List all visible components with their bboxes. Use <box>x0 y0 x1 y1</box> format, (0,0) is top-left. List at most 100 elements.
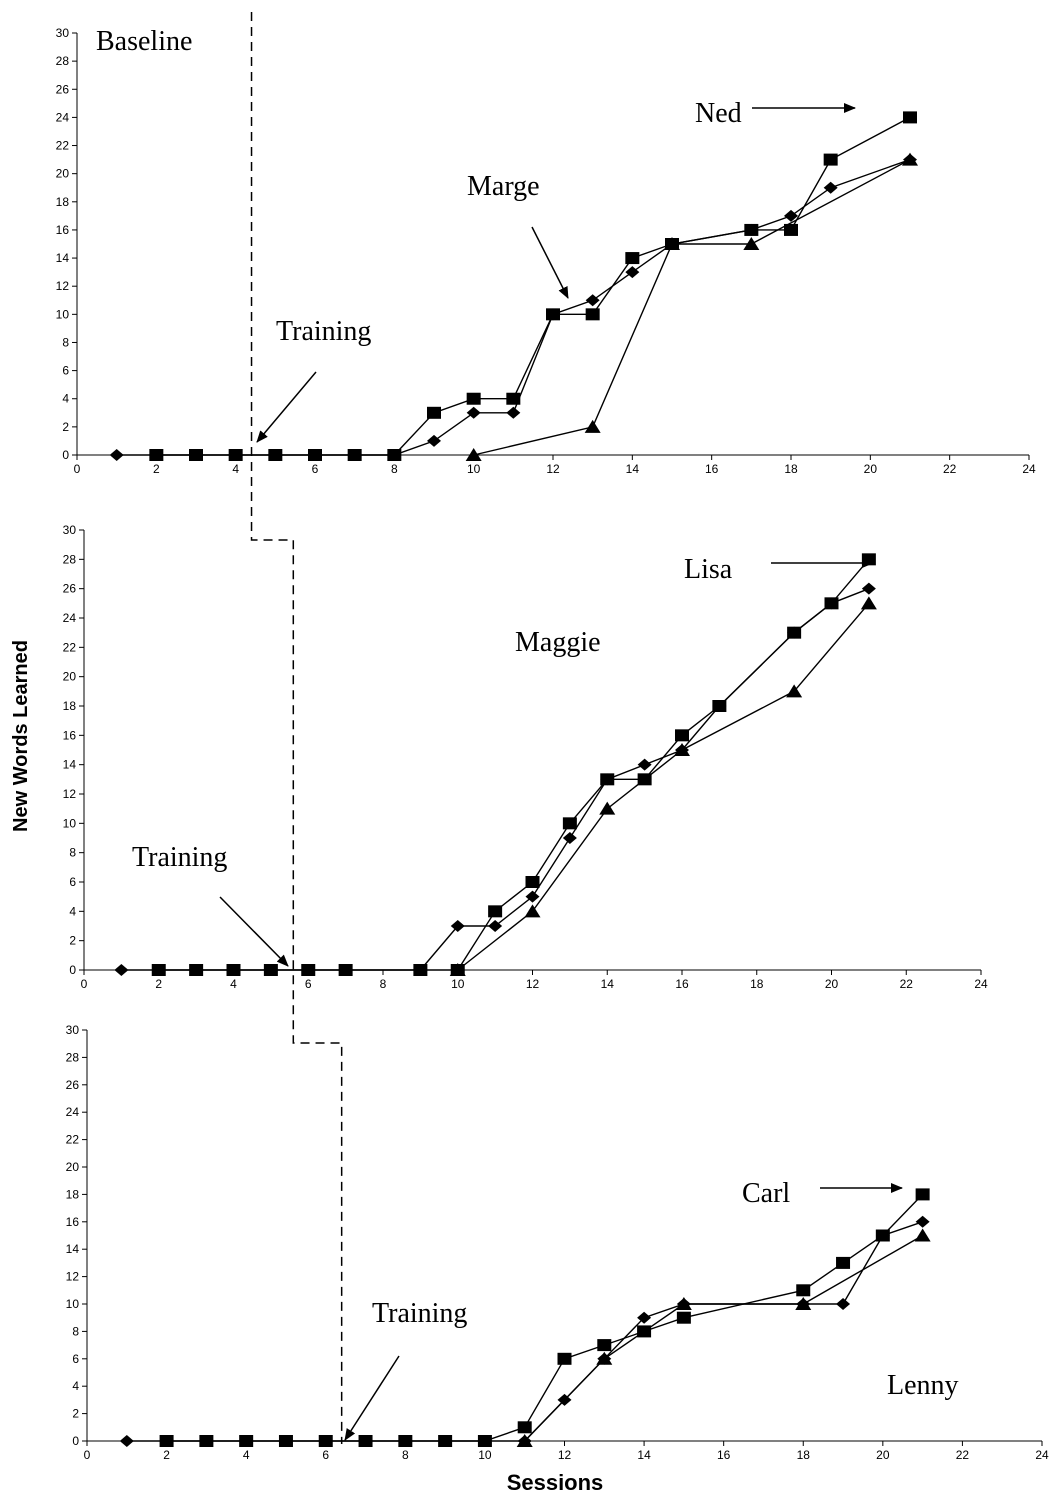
data-point-diamond <box>263 964 278 976</box>
data-point-triangle <box>786 684 803 698</box>
data-point-square <box>637 773 652 786</box>
data-point-triangle <box>584 419 601 433</box>
x-tick-label: 4 <box>230 977 237 991</box>
series-label-ned: Ned <box>695 98 742 129</box>
y-tick-label: 18 <box>56 195 70 209</box>
y-tick-label: 14 <box>56 251 70 265</box>
data-point-diamond <box>637 1311 652 1324</box>
x-tick-label: 8 <box>402 1448 409 1462</box>
y-tick-label: 22 <box>66 1133 80 1147</box>
data-point-diamond <box>398 1435 413 1447</box>
data-point-diamond <box>114 964 129 976</box>
data-point-diamond <box>585 294 600 307</box>
y-tick-label: 24 <box>56 110 70 124</box>
y-tick-label: 12 <box>66 1270 80 1284</box>
data-point-square <box>557 1352 572 1365</box>
y-tick-label: 30 <box>56 26 70 40</box>
x-tick-label: 0 <box>74 462 81 476</box>
data-point-square <box>676 1311 691 1324</box>
data-point-square <box>585 308 600 321</box>
x-tick-label: 14 <box>626 462 640 476</box>
data-point-diamond <box>477 1435 492 1447</box>
y-tick-label: 18 <box>63 699 77 713</box>
data-point-triangle <box>449 963 466 976</box>
x-tick-label: 14 <box>601 977 615 991</box>
data-point-square <box>525 876 540 888</box>
y-tick-label: 28 <box>63 552 77 566</box>
data-point-diamond <box>318 1435 333 1447</box>
y-tick-label: 10 <box>56 307 70 321</box>
x-tick-label: 10 <box>467 462 481 476</box>
y-tick-label: 28 <box>66 1050 80 1064</box>
y-tick-label: 16 <box>56 223 70 237</box>
y-tick-label: 28 <box>56 54 70 68</box>
x-tick-label: 24 <box>1022 462 1036 476</box>
data-point-diamond <box>525 890 540 903</box>
data-point-square <box>517 1421 532 1434</box>
data-point-triangle <box>516 1434 533 1447</box>
y-tick-label: 0 <box>62 448 69 462</box>
data-point-diamond <box>189 964 204 976</box>
data-point-diamond <box>358 1435 373 1447</box>
data-point-diamond <box>268 449 283 461</box>
data-point-diamond <box>347 449 362 461</box>
x-tick-label: 18 <box>797 1448 811 1462</box>
y-tick-label: 0 <box>72 1434 79 1448</box>
data-point-diamond <box>413 964 428 976</box>
data-point-diamond <box>787 626 802 639</box>
data-point-diamond <box>744 223 759 236</box>
y-tick-label: 10 <box>66 1297 80 1311</box>
data-point-diamond <box>199 1435 214 1447</box>
data-point-diamond <box>159 1435 174 1447</box>
data-point-triangle <box>524 904 541 918</box>
y-axis-title: New Words Learned <box>10 640 32 832</box>
y-tick-label: 6 <box>62 364 69 378</box>
series-label-carl: Carl <box>742 1178 790 1209</box>
series-line-lisa <box>158 558 870 971</box>
data-point-diamond <box>488 920 503 932</box>
data-point-triangle <box>914 1228 931 1242</box>
data-point-diamond <box>189 449 203 461</box>
data-point-triangle <box>902 152 918 166</box>
data-point-diamond <box>149 449 164 461</box>
y-tick-label: 8 <box>72 1324 79 1338</box>
y-tick-label: 20 <box>66 1160 80 1174</box>
y-tick-label: 24 <box>66 1105 80 1119</box>
x-tick-label: 20 <box>864 462 878 476</box>
data-point-diamond <box>506 406 521 419</box>
y-tick-label: 24 <box>63 611 77 625</box>
x-tick-label: 18 <box>750 977 764 991</box>
data-point-diamond <box>308 449 322 461</box>
y-tick-label: 10 <box>63 816 77 830</box>
x-tick-label: 2 <box>163 1448 170 1462</box>
y-tick-label: 30 <box>63 523 77 537</box>
x-tick-label: 22 <box>943 462 957 476</box>
data-point-triangle <box>674 743 690 756</box>
x-tick-label: 22 <box>956 1448 970 1462</box>
y-tick-label: 4 <box>69 904 76 918</box>
series-line-triangle <box>457 602 870 971</box>
series-label-lisa: Lisa <box>684 554 733 585</box>
data-point-diamond <box>301 964 316 976</box>
series-label-maggie: Maggie <box>515 627 601 658</box>
data-point-diamond <box>450 920 465 932</box>
y-tick-label: 8 <box>62 335 69 349</box>
data-point-square <box>796 1284 811 1297</box>
x-tick-label: 6 <box>322 1448 329 1462</box>
phase-change-line <box>250 12 343 1444</box>
y-tick-label: 18 <box>66 1187 80 1201</box>
y-tick-label: 26 <box>56 82 70 96</box>
annotation-arrow <box>531 226 569 299</box>
y-tick-label: 2 <box>72 1407 79 1421</box>
data-point-diamond <box>625 266 640 279</box>
annotation-arrow <box>219 896 289 967</box>
y-tick-label: 14 <box>63 758 77 772</box>
data-point-triangle <box>465 448 482 461</box>
data-point-diamond <box>151 964 166 976</box>
y-tick-label: 30 <box>66 1023 80 1037</box>
data-point-square <box>562 817 577 830</box>
y-tick-label: 4 <box>62 392 69 406</box>
